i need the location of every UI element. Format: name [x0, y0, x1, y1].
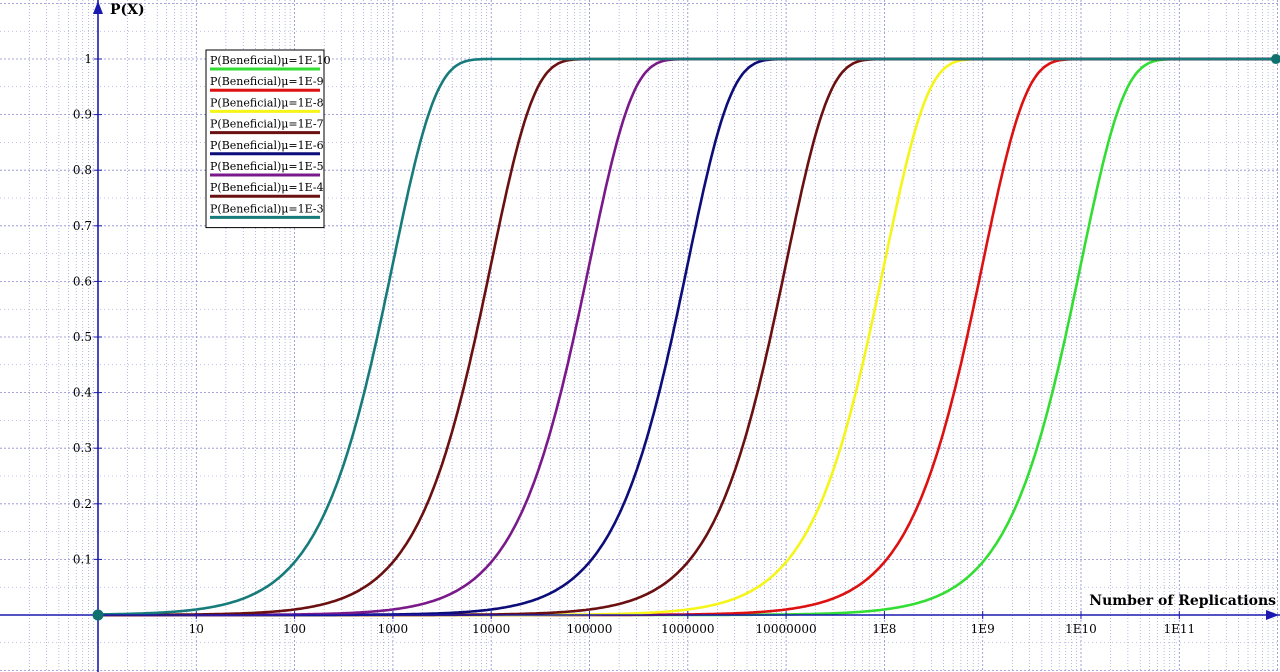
x-tick-label: 1000 [378, 622, 409, 636]
y-tick-label: 0.7 [73, 219, 92, 233]
legend-label: P(Beneficial)μ=1E-10 [210, 54, 331, 67]
legend-label: P(Beneficial)μ=1E-3 [210, 202, 324, 215]
legend-box [205, 49, 325, 229]
x-tick-label: 1E10 [1065, 622, 1097, 636]
y-tick-label: 0.8 [73, 163, 92, 177]
y-axis-arrow [93, 1, 103, 14]
y-tick-labels: 0.1 0.2 0.3 0.4 0.5 0.6 0.7 0.8 0.9 1 [73, 52, 102, 566]
x-tick-label: 1E9 [971, 622, 995, 636]
x-tick-label: 10 [189, 622, 204, 636]
y-axis-title: P(X) [110, 2, 145, 18]
legend-label: P(Beneficial)μ=1E-9 [210, 75, 324, 88]
y-tick-label: 0.2 [73, 497, 92, 511]
y-tick-label: 0.4 [73, 386, 92, 400]
legend-label: P(Beneficial)μ=1E-5 [210, 160, 324, 173]
x-tick-labels: 10 100 1000 10000 100000 1000000 10000000 1E8 1E… [189, 611, 1195, 636]
series-line-8 [96, 57, 1279, 616]
x-tick-label: 10000000 [756, 622, 817, 636]
legend-label: P(Beneficial)μ=1E-8 [210, 96, 324, 109]
x-tick-label: 1E8 [872, 622, 896, 636]
y-tick-label: 0.9 [73, 108, 92, 122]
y-tick-label: 0.3 [73, 441, 92, 455]
legend-label: P(Beneficial)μ=1E-7 [210, 118, 324, 131]
y-tick-label: 1 [84, 52, 92, 66]
y-tick-label: 0.6 [73, 274, 92, 288]
y-tick-label: 0.1 [73, 552, 92, 566]
legend-label: P(Beneficial)μ=1E-4 [210, 181, 324, 194]
x-tick-label: 1E11 [1163, 622, 1195, 636]
x-axis-title: Number of Replications [1089, 593, 1276, 609]
y-tick-label: 0.5 [73, 330, 92, 344]
x-tick-label: 100000 [567, 622, 613, 636]
x-tick-label: 100 [283, 622, 306, 636]
legend-label: P(Beneficial)μ=1E-6 [210, 139, 324, 152]
legend: P(Beneficial)μ=1E-10 P(Beneficial)μ=1E-9 P… [205, 49, 331, 229]
origin-marker [92, 609, 104, 621]
x-axis-arrow [1266, 610, 1279, 620]
x-tick-label: 1000000 [661, 622, 714, 636]
x-tick-label: 10000 [472, 622, 510, 636]
x-axis-end-marker [1271, 54, 1280, 64]
